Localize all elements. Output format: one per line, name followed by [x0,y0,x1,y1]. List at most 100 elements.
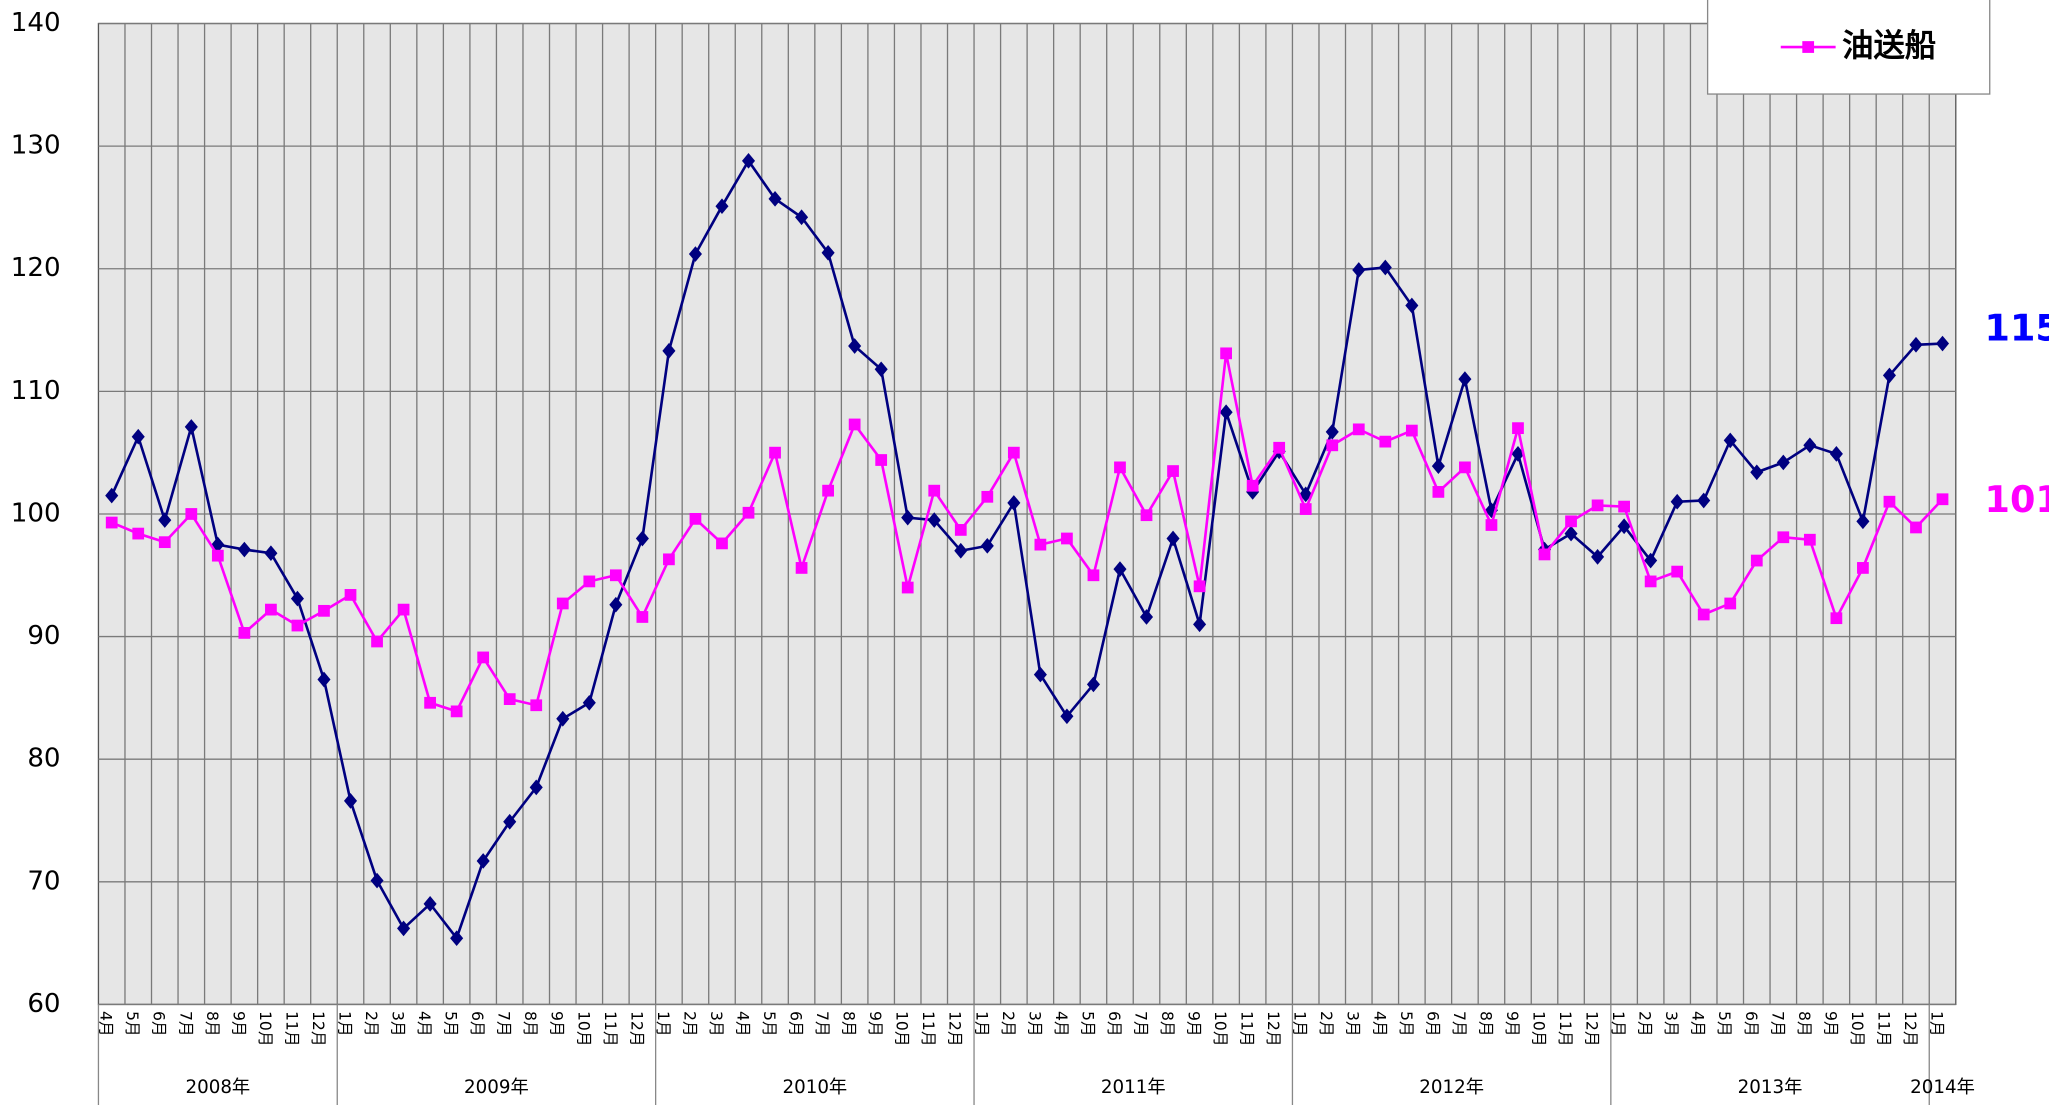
x-tick-label: 12月 [1583,1011,1602,1047]
marker [795,562,808,574]
marker [901,509,915,526]
series-line [111,353,1944,713]
marker [317,671,331,688]
marker [954,524,967,536]
marker [105,516,118,529]
y-tick-label: 140 [11,8,61,38]
y-tick-label: 60 [27,989,60,1019]
marker [1458,371,1472,387]
marker [105,487,119,504]
marker [1591,549,1605,565]
marker [1644,552,1658,569]
marker [1697,492,1711,509]
marker [1617,518,1631,535]
marker [158,536,171,549]
y-tick-label: 110 [11,376,61,406]
x-tick-label: 11月 [919,1011,938,1047]
marker [1379,435,1392,448]
x-tick-label: 9月 [1503,1011,1522,1037]
x-group-label: 2014年 [1910,1077,1975,1098]
x-tick-label: 12月 [1901,1011,1920,1047]
x-tick-label: 2月 [680,1011,699,1037]
marker [291,619,304,632]
marker [1166,530,1180,547]
marker [1405,424,1418,437]
marker [822,484,834,497]
x-tick-label: 10月 [1211,1011,1230,1047]
marker [397,920,411,937]
x-tick-label: 1月 [335,1011,354,1037]
marker [688,246,702,262]
marker [1219,404,1233,421]
x-tick-label: 7月 [495,1011,514,1037]
marker [1565,515,1577,528]
marker [503,693,516,705]
x-tick-label: 8月 [840,1011,859,1037]
marker [848,418,861,431]
marker [1273,441,1286,454]
x-tick-label: 12月 [627,1011,646,1047]
marker [237,541,251,558]
x-tick-label: 10月 [893,1011,912,1047]
marker [1061,532,1073,545]
x-tick-label: 8月 [1476,1011,1495,1037]
marker [503,813,517,830]
marker [450,705,463,718]
x-tick-label: 11月 [1238,1011,1257,1047]
x-tick-label: 5月 [760,1011,779,1037]
end-annotation: 115 [1985,307,2049,350]
x-tick-label: 10月 [1848,1011,1867,1047]
marker [928,484,941,497]
x-tick-label: 1月 [1609,1011,1628,1037]
x-tick-label: 11月 [282,1011,301,1047]
marker [1060,708,1074,725]
x-tick-label: 1月 [1927,1011,1946,1037]
x-tick-label: 5月 [1078,1011,1097,1037]
marker [795,209,809,226]
x-tick-label: 9月 [1821,1011,1840,1037]
marker [901,581,914,594]
marker [238,627,251,639]
marker [290,590,304,607]
marker [1087,569,1100,582]
marker [371,635,383,648]
marker [1936,493,1949,506]
marker [1724,597,1737,610]
marker [1802,41,1815,53]
marker [768,191,782,207]
marker [1299,503,1312,515]
x-tick-label: 3月 [1344,1011,1363,1037]
marker [848,338,862,354]
marker [716,537,728,550]
x-tick-label: 7月 [1450,1011,1469,1037]
marker [1512,422,1524,435]
marker [1113,561,1127,577]
marker [1086,676,1100,693]
marker [1750,554,1763,567]
x-tick-label: 8月 [1158,1011,1177,1037]
y-tick-label: 100 [11,498,61,528]
marker [1564,525,1578,542]
marker [1193,580,1206,593]
marker [689,512,702,525]
x-tick-label: 8月 [1795,1011,1814,1037]
marker [821,244,835,261]
marker [1007,446,1020,459]
marker [1431,458,1445,474]
marker [1803,437,1817,454]
marker [609,569,622,582]
marker [450,930,464,947]
marker [1114,461,1126,474]
x-tick-label: 12月 [309,1011,328,1047]
x-tick-label: 10月 [256,1011,275,1047]
x-tick-label: 9月 [548,1011,567,1037]
x-tick-label: 10月 [1529,1011,1548,1047]
x-group-label: 2013年 [1738,1077,1803,1098]
x-tick-label: 6月 [1105,1011,1124,1037]
x-tick-label: 12月 [1264,1011,1283,1047]
marker [1246,479,1259,492]
y-tick-label: 70 [27,866,60,896]
x-tick-label: 10月 [574,1011,593,1047]
x-tick-label: 3月 [707,1011,726,1037]
